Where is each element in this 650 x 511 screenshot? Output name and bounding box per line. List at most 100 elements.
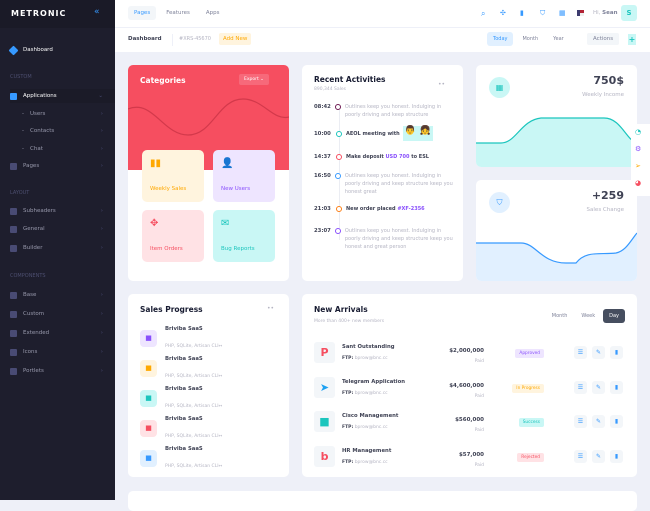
row-price: $560,000 — [455, 417, 484, 423]
edit-icon[interactable]: ✎ — [592, 380, 605, 394]
top-header: Pages Features Apps ⌕ ✣ ▮ ⛉ ▦ Hi, Sean S — [115, 0, 650, 28]
sidebar-item-dashboard[interactable]: Dashboard — [8, 43, 115, 57]
flag-icon[interactable] — [577, 10, 584, 16]
row-name[interactable]: HR Management — [342, 447, 392, 454]
sales-progress-item[interactable]: ■ Briviba SaaS PHP, SQLite, Artisan CLI↔ — [140, 326, 222, 351]
tile-bug-reports[interactable]: ✉ Bug Reports — [213, 210, 275, 262]
edit-icon[interactable]: ✎ — [592, 449, 605, 463]
view-icon[interactable]: ☰ — [574, 380, 587, 394]
delete-icon[interactable]: ▮ — [610, 380, 623, 394]
sales-progress-item[interactable]: ■ Briviba SaaS PHP, SQLite, Artisan CLI↔ — [140, 416, 222, 441]
avatar[interactable]: S — [621, 5, 637, 21]
sales-progress-item[interactable]: ■ Briviba SaaS PHP, SQLite, Artisan CLI↔ — [140, 446, 222, 471]
delete-icon[interactable]: ▮ — [610, 346, 623, 359]
timeline-dot-icon — [336, 131, 342, 137]
period-today[interactable]: Today — [487, 32, 514, 46]
activity-highlight[interactable]: #XF-2356 — [397, 206, 425, 212]
tile-new-users[interactable]: 👤 New Users — [213, 150, 275, 202]
activity-text: Outlines keep you honest. Indulging in p… — [344, 104, 442, 118]
apps-icon[interactable]: ▦ — [559, 9, 566, 17]
activity-item: 23:07 Outlines keep you honest. Indulging… — [314, 228, 454, 251]
more-options-icon[interactable]: •• — [267, 305, 275, 312]
sidebar-item-icons[interactable]: Icons › — [10, 345, 115, 359]
chevron-right-icon: › — [100, 311, 103, 317]
row-name[interactable]: Sant Outstanding — [342, 344, 395, 350]
tile-label: Item Orders — [150, 246, 183, 252]
sidebar-item-portlets[interactable]: Portlets › — [10, 364, 115, 378]
send-icon[interactable]: ➢ — [635, 162, 641, 170]
actions-button[interactable]: Actions — [587, 33, 620, 45]
delete-icon[interactable]: ▮ — [610, 449, 623, 463]
tab-features[interactable]: Features — [166, 10, 190, 16]
tile-weekly-sales[interactable]: ▮▮ Weekly Sales — [142, 150, 204, 202]
view-icon[interactable]: ☰ — [574, 449, 587, 463]
edit-icon[interactable]: ✎ — [592, 346, 605, 359]
menu-icon — [10, 329, 17, 337]
activity-time: 23:07 — [314, 228, 331, 234]
sidebar-item-pages[interactable]: Pages › — [10, 159, 115, 173]
sidebar-item-label: Contacts — [30, 128, 55, 134]
company-logo-icon: b — [314, 445, 335, 467]
add-file-button[interactable]: + — [628, 34, 636, 45]
filter-month[interactable]: Month — [551, 313, 568, 319]
cart-icon[interactable]: ⛉ — [540, 9, 546, 17]
user-greeting[interactable]: Hi, Sean — [593, 10, 618, 16]
company-logo-icon: ■ — [314, 411, 335, 432]
row-name[interactable]: Cisco Management — [342, 413, 399, 419]
chat-icon[interactable]: ◕ — [635, 179, 642, 187]
menu-icon — [10, 367, 17, 375]
activity-item: 16:50 Outlines keep you honest. Indulging… — [314, 173, 454, 196]
edit-icon[interactable]: ✎ — [592, 415, 605, 428]
tab-apps[interactable]: Apps — [205, 10, 220, 16]
chevron-right-icon: › — [100, 349, 103, 355]
filter-week[interactable]: Week — [581, 313, 596, 319]
settings-icon[interactable]: ⚙ — [635, 145, 642, 153]
sidebar-item-label: Pages — [23, 163, 40, 169]
activity-highlight[interactable]: USD 700 — [385, 154, 410, 160]
sidebar-item-applications[interactable]: Applications ⌄ — [10, 89, 115, 103]
bar-chart-icon: ▮▮ — [150, 158, 162, 169]
view-icon[interactable]: ☰ — [574, 415, 587, 428]
sidebar-item-extended[interactable]: Extended › — [10, 326, 115, 340]
sidebar-item-general[interactable]: General › — [10, 222, 115, 236]
status-badge: Success — [518, 418, 544, 427]
more-options-icon[interactable]: •• — [438, 81, 446, 88]
add-new-button[interactable]: Add New — [219, 33, 252, 45]
sidebar-item-users[interactable]: - Users › — [10, 107, 115, 121]
brand-name: METRONIC — [11, 9, 67, 18]
activity-item: 14:37 Make deposit USD 700 to ESL — [314, 154, 454, 160]
table-row: P Sant Outstanding FTP: bprow@bnc.cc $2,000… — [314, 342, 634, 366]
layers-icon[interactable]: ✣ — [500, 9, 506, 17]
sidebar-item-base[interactable]: Base › — [10, 288, 115, 302]
demo-icon[interactable]: ◔ — [635, 128, 642, 136]
view-icon[interactable]: ☰ — [574, 346, 587, 359]
sidebar-item-chat[interactable]: - Chat › — [10, 142, 115, 156]
chart-icon[interactable]: ▮ — [520, 9, 524, 17]
activity-text: Outlines keep you honest. Indulging in p… — [344, 228, 453, 250]
tile-item-orders[interactable]: ✥ Item Orders — [142, 210, 204, 262]
period-year[interactable]: Year — [553, 36, 564, 42]
product-icon: ■ — [140, 390, 157, 407]
activity-item: 10:00 AEOL meeting with 👨 👧 — [314, 126, 454, 141]
orders-icon: ✥ — [150, 218, 159, 229]
sales-progress-item[interactable]: ■ Briviba SaaS PHP, SQLite, Artisan CLI↔ — [140, 356, 222, 381]
export-button[interactable]: Export ⌄ — [239, 74, 269, 85]
export-label: Export — [244, 77, 259, 82]
tab-pages[interactable]: Pages — [128, 6, 157, 20]
sales-progress-item[interactable]: ■ Briviba SaaS PHP, SQLite, Artisan CLI↔ — [140, 386, 222, 411]
collapse-sidebar-icon[interactable]: « — [94, 7, 100, 17]
delete-icon[interactable]: ▮ — [610, 415, 623, 428]
item-desc: PHP, SQLite, Artisan CLI↔ — [165, 374, 223, 379]
filter-day[interactable]: Day — [603, 309, 625, 323]
status-badge: In Progress — [512, 383, 544, 393]
sidebar-item-builder[interactable]: Builder › — [10, 241, 115, 255]
sidebar-item-contacts[interactable]: - Contacts › — [10, 124, 115, 138]
activity-time: 10:00 — [314, 131, 331, 137]
row-name[interactable]: Telegram Application — [342, 378, 406, 385]
sidebar-item-custom[interactable]: Custom › — [10, 307, 115, 321]
sidebar-item-subheaders[interactable]: Subheaders › — [10, 204, 115, 218]
timeline-dot-icon — [334, 104, 341, 110]
period-month[interactable]: Month — [522, 36, 539, 42]
mail-icon: ✉ — [221, 218, 230, 229]
search-icon[interactable]: ⌕ — [481, 9, 486, 18]
